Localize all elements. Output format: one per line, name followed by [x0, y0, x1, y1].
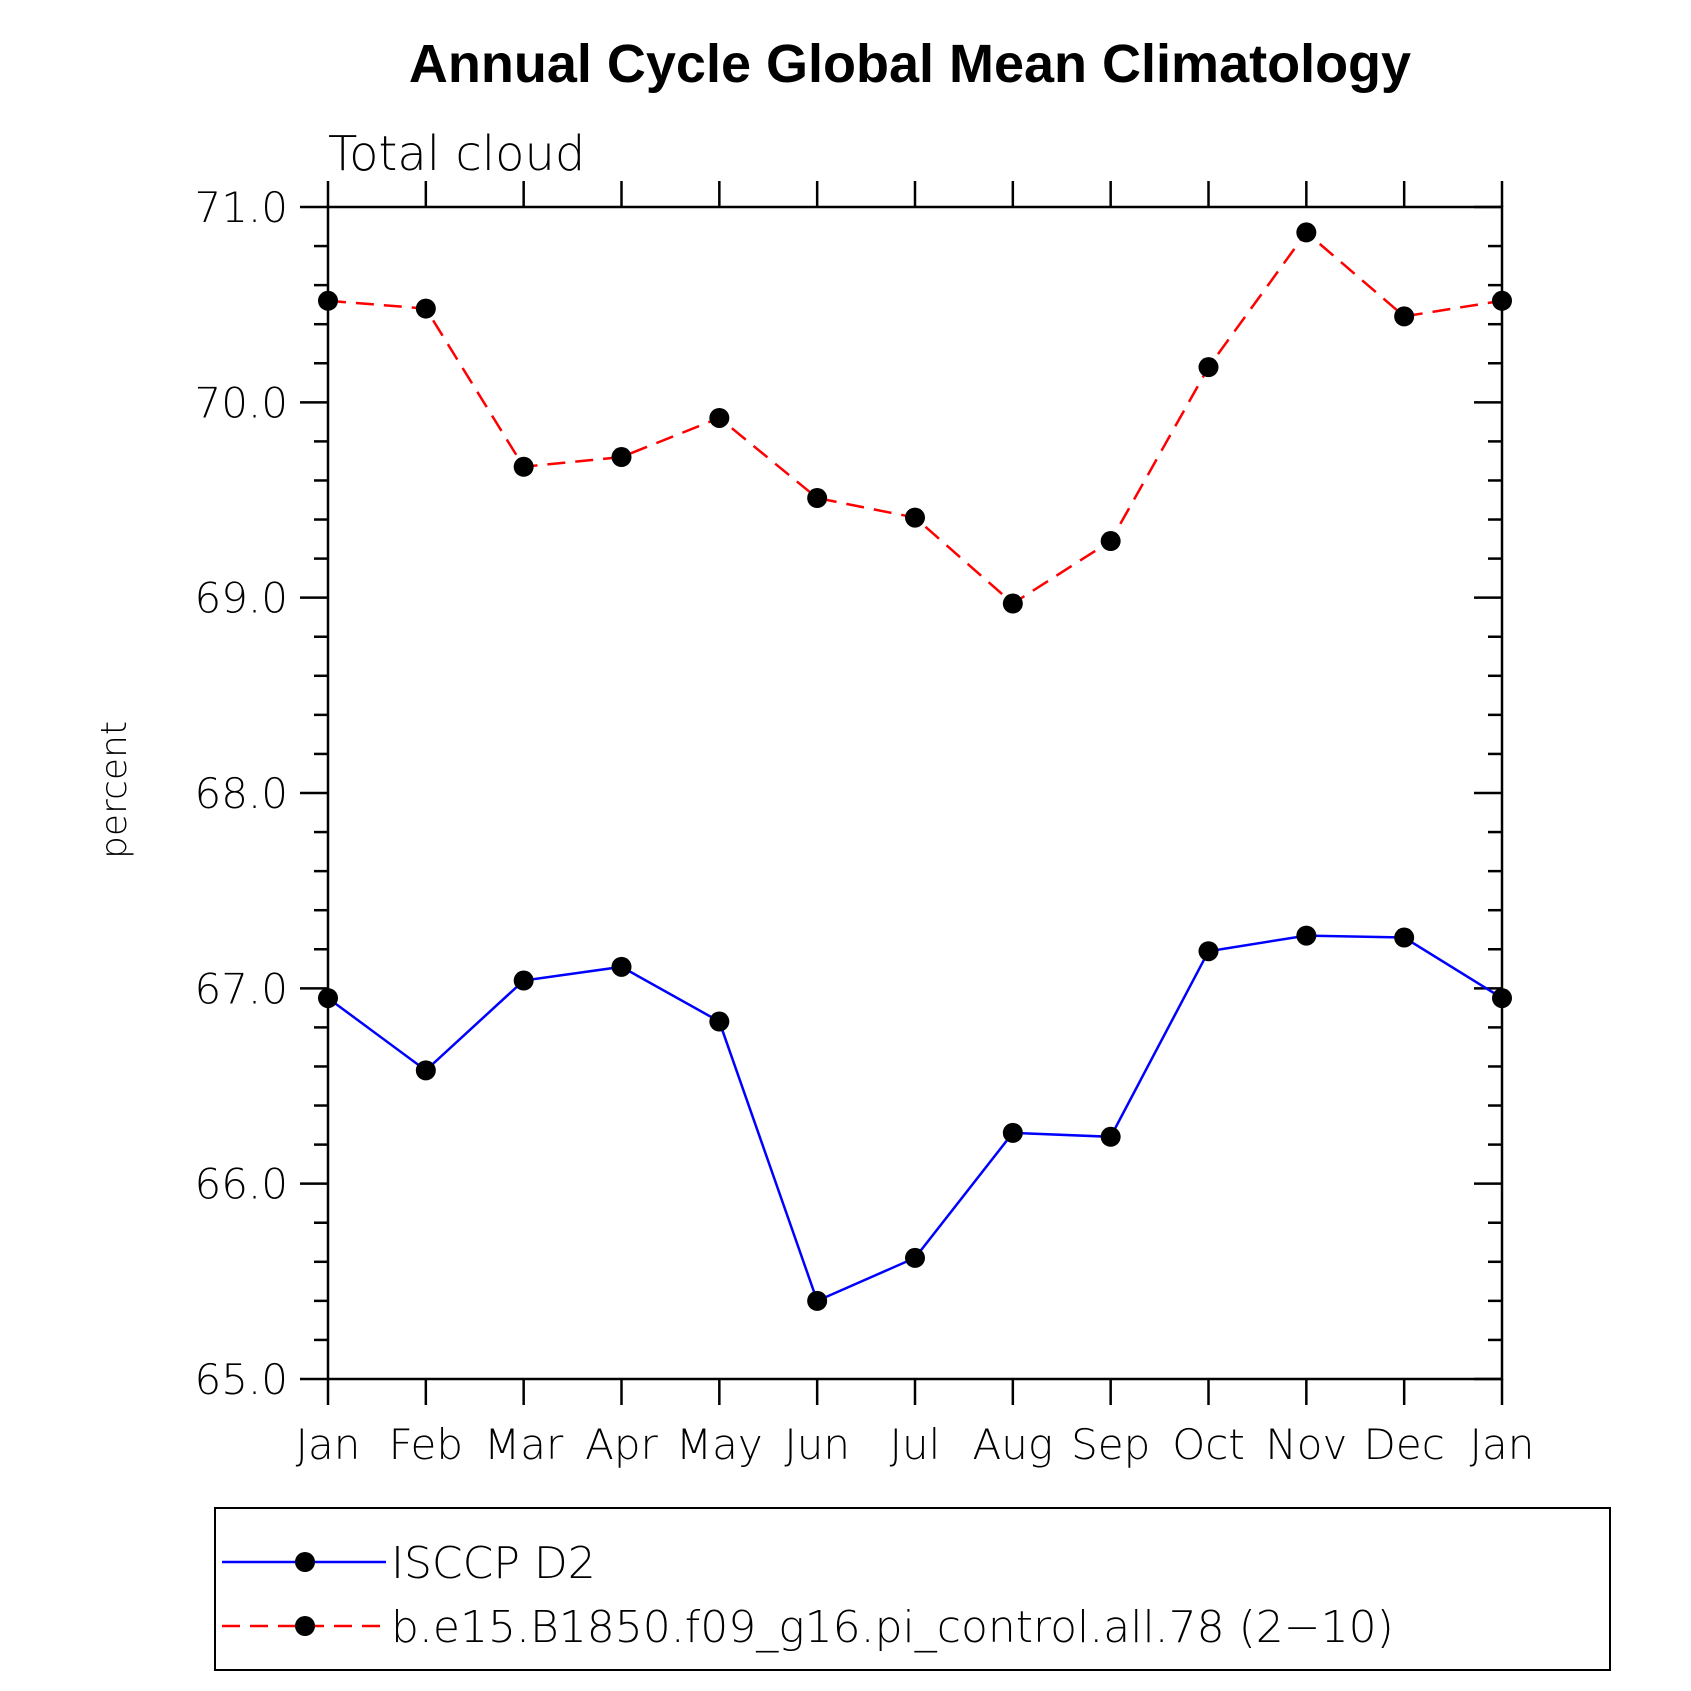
legend-marker — [295, 1552, 315, 1572]
x-tick-label: Apr — [585, 1420, 658, 1469]
data-point — [415, 1060, 436, 1081]
data-point — [611, 447, 632, 468]
x-tick-label: Jan — [1470, 1420, 1535, 1469]
data-point — [1198, 357, 1219, 378]
y-tick-label: 71.0 — [194, 183, 288, 232]
data-point — [807, 1290, 828, 1311]
x-tick-label: Jan — [296, 1420, 361, 1469]
y-tick-label: 65.0 — [194, 1355, 288, 1404]
y-tick-label: 69.0 — [194, 574, 288, 623]
series-1 — [318, 222, 1512, 614]
data-point — [513, 456, 534, 477]
data-point — [513, 970, 534, 991]
plot-frame — [326, 205, 1504, 1381]
data-point — [611, 956, 632, 977]
data-point — [1002, 1122, 1023, 1143]
x-tick-label: Dec — [1364, 1420, 1445, 1469]
series-line — [327, 230, 1503, 606]
legend-label: b.e15.B1850.f09_g16.pi_control.all.78 (2… — [391, 1602, 1394, 1653]
data-point — [318, 988, 338, 1009]
x-tick-label: Sep — [1071, 1420, 1150, 1469]
y-tick-label: 67.0 — [194, 964, 288, 1013]
y-axis-label: percent — [94, 721, 135, 859]
data-point — [905, 507, 925, 528]
data-point — [318, 290, 338, 311]
x-tick-label: May — [676, 1420, 763, 1469]
data-point — [1002, 593, 1023, 614]
data-point — [1100, 1126, 1121, 1147]
y-axis: 65.0 66.0 67.0 68.0 69.0 70.0 71.0 — [194, 183, 1502, 1404]
data-point — [1492, 290, 1512, 311]
legend-marker — [295, 1616, 315, 1636]
data-point — [1100, 531, 1121, 552]
y-tick-label: 66.0 — [194, 1160, 288, 1209]
x-axis: Jan Feb Mar Apr May Jun Jul Aug Sep Oct Nov Dec Jan — [296, 181, 1535, 1469]
chart-title: Annual Cycle Global Mean Climatology — [409, 34, 1411, 94]
x-tick-label: Nov — [1265, 1420, 1347, 1469]
chart-subtitle: Total cloud — [328, 126, 585, 182]
data-point — [1296, 925, 1317, 946]
x-tick-label: Mar — [484, 1420, 564, 1469]
data-point — [1394, 927, 1415, 948]
data-point — [1296, 222, 1317, 243]
data-point — [415, 298, 436, 319]
y-tick-label: 68.0 — [194, 769, 288, 818]
legend-entries: ISCCP D2 b.e15.B1850.f09_g16.pi_control.a… — [222, 1538, 1394, 1653]
x-tick-label: Jul — [890, 1420, 941, 1469]
series-layer — [318, 222, 1512, 1311]
legend: ISCCP D2 b.e15.B1850.f09_g16.pi_control.a… — [214, 1507, 1611, 1671]
data-point — [905, 1247, 925, 1268]
data-point — [1394, 306, 1415, 327]
data-point — [709, 407, 730, 428]
x-tick-label: Feb — [389, 1420, 463, 1469]
legend-label: ISCCP D2 — [391, 1538, 596, 1589]
series-line — [327, 934, 1503, 1303]
data-point — [807, 488, 828, 509]
plot-border — [326, 205, 1504, 1381]
series-0 — [318, 925, 1512, 1311]
x-tick-label: Jun — [784, 1420, 850, 1469]
x-tick-label: Aug — [973, 1420, 1054, 1469]
data-point — [709, 1011, 730, 1032]
data-point — [1198, 941, 1219, 962]
y-tick-label: 70.0 — [194, 378, 288, 427]
data-point — [1492, 988, 1512, 1009]
legend-box — [214, 1507, 1611, 1671]
x-tick-label: Oct — [1172, 1420, 1245, 1469]
